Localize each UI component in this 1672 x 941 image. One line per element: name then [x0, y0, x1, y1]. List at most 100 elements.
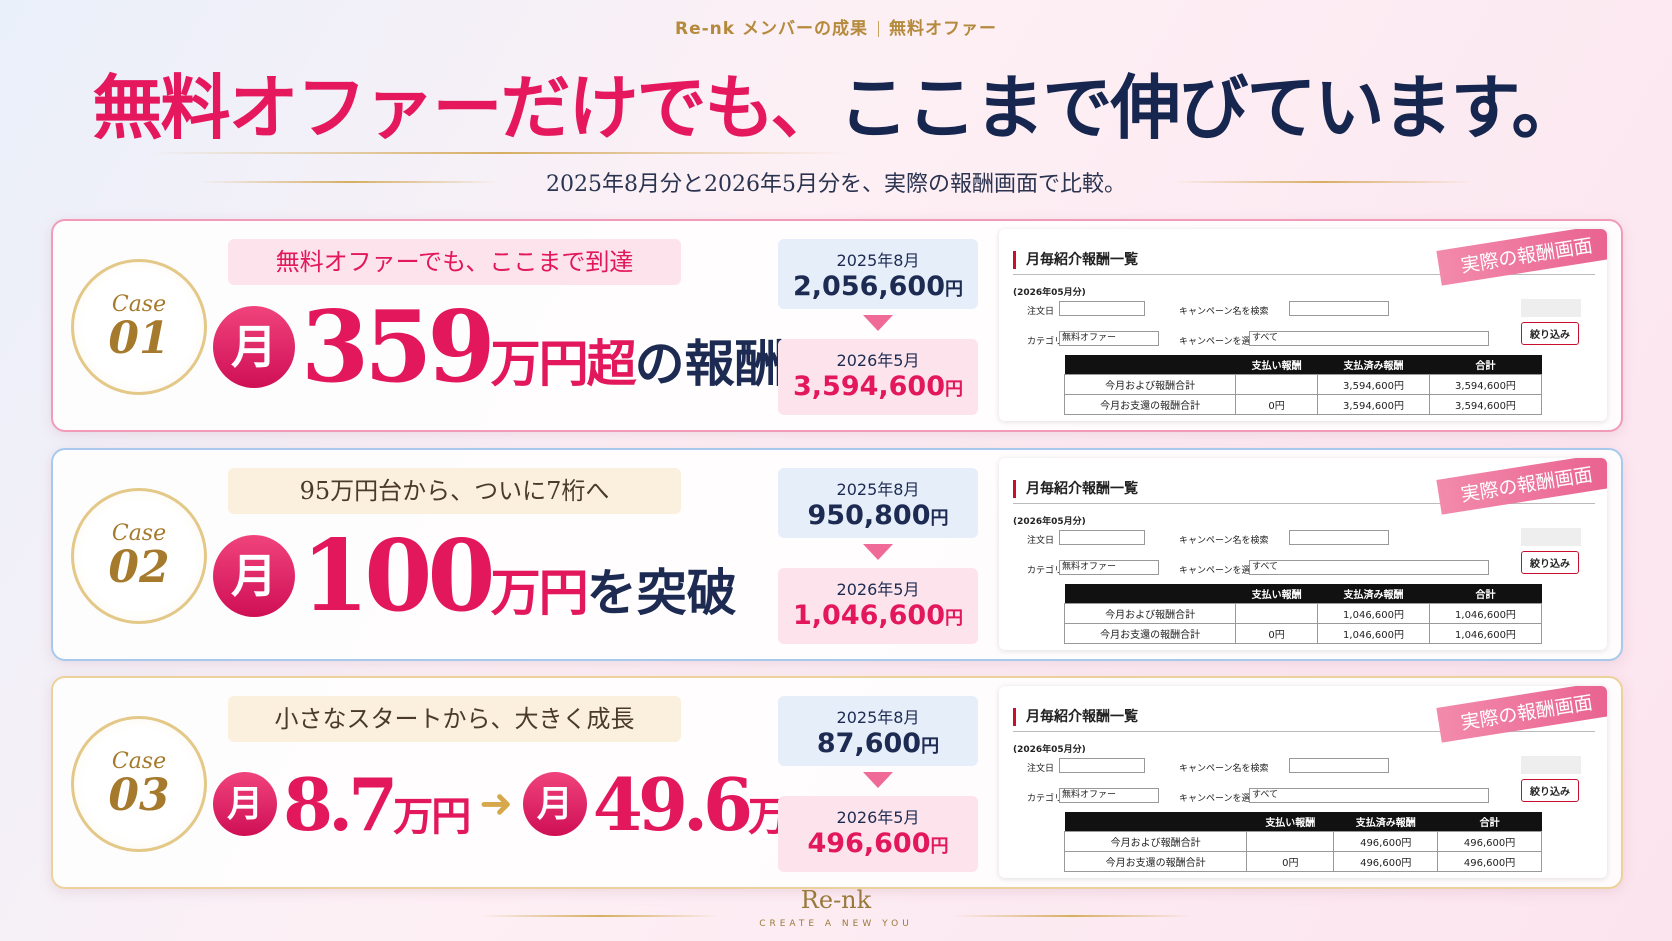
amount-value: 1,046,600 — [792, 600, 946, 631]
headline-circle: 月 — [213, 772, 277, 836]
title-navy: ここまで伸びています。 — [838, 66, 1581, 149]
table-row: 今月お支還の報酬合計 0円 3,594,600円 3,594,600円 — [1063, 394, 1543, 415]
divider — [1172, 181, 1472, 183]
field-label: キャンペーンを選択 — [1179, 566, 1260, 576]
divider — [952, 915, 1192, 917]
header-row: 支払い報酬 支払済み報酬 合計 — [1064, 355, 1542, 375]
case-subtitle: 95万円台から、ついに7桁へ — [228, 468, 681, 514]
amount-label: 2025年8月 — [836, 708, 920, 727]
header-cell: 支払済み報酬 — [1333, 812, 1438, 832]
reward-table: 支払い報酬 支払済み報酬 合計 今月および報酬合計 1,046,600円 1,046,60… — [1063, 584, 1543, 644]
field-label: キャンペーン名を検索 — [1179, 764, 1269, 774]
case-label: Case — [111, 292, 167, 317]
field-label: カテゴリ — [1027, 337, 1064, 347]
table-cell: 496,600円 — [1437, 851, 1542, 872]
date-input — [1059, 301, 1145, 316]
amount-after: 2026年5月 1,046,600円 — [778, 568, 978, 644]
table-row: 今月お支還の報酬合計 0円 496,600円 496,600円 — [1063, 851, 1542, 872]
table-row: 今月お支還の報酬合計 0円 1,046,600円 1,046,600円 — [1063, 623, 1543, 644]
reward-panel: 月毎紹介報酬一覧 実際の報酬画面 (2026年05月分) 注文日 キャンペーン名を検索カ… — [999, 229, 1607, 421]
headline-circle: 月 — [522, 772, 587, 836]
table-cell: 496,600円 — [1333, 831, 1439, 852]
field-label: キャンペーン名を検索 — [1179, 536, 1269, 546]
campaign-select: すべて — [1249, 331, 1489, 346]
amount-value: 3,594,600 — [792, 371, 946, 402]
field-label: 注文日 — [1027, 764, 1055, 774]
headline-tail: の報酬 — [634, 333, 785, 393]
header-cell: 支払い報酬 — [1246, 812, 1334, 832]
campaign-select: すべて — [1249, 560, 1489, 575]
amount-unit: 円 — [930, 508, 949, 529]
amount-value: 87,600 — [816, 728, 922, 759]
gray-box — [1521, 299, 1581, 317]
field-label: カテゴリ — [1027, 794, 1064, 804]
field-label: キャンペーン名を検索 — [1179, 307, 1269, 317]
header-cell: 支払済み報酬 — [1317, 355, 1430, 375]
amount-label: 2025年8月 — [836, 251, 920, 270]
case-label: Case — [111, 749, 167, 774]
table-row: 今月および報酬合計 496,600円 496,600円 — [1063, 831, 1542, 852]
reward-table: 支払い報酬 支払済み報酬 合計 今月および報酬合計 496,600円 496,600円 今月… — [1063, 812, 1542, 872]
table-cell: 今月お支還の報酬合計 — [1063, 623, 1237, 644]
field-label: 注文日 — [1027, 536, 1055, 546]
table-cell: 今月お支還の報酬合計 — [1063, 394, 1237, 415]
amount-label: 2026年5月 — [836, 580, 920, 599]
headline: 月8.7万円➜月49.6万円へ — [213, 744, 864, 864]
amount-after: 2026年5月 3,594,600円 — [778, 339, 978, 415]
search-input — [1289, 530, 1389, 545]
amount-unit: 円 — [930, 836, 949, 857]
filter-button[interactable]: 絞り込み — [1521, 779, 1579, 802]
headline-big: 100 — [301, 518, 496, 634]
filter-button[interactable]: 絞り込み — [1521, 551, 1579, 574]
case-badge: Case 02 — [71, 488, 207, 624]
case-subtitle: 無料オファーでも、ここまで到達 — [228, 239, 681, 285]
panel-title: 月毎紹介報酬一覧 — [1013, 480, 1138, 498]
down-arrow — [863, 544, 893, 560]
headline-group: 月 359 万円超 の報酬 — [213, 290, 785, 405]
table-row: 今月および報酬合計 3,594,600円 3,594,600円 — [1063, 374, 1543, 395]
header-cell: 支払い報酬 — [1235, 584, 1318, 604]
table-cell: 今月お支還の報酬合計 — [1063, 851, 1248, 872]
case-card: Case03小さなスタートから、大きく成長月8.7万円➜月49.6万円へ2025… — [51, 676, 1623, 889]
gray-box — [1521, 756, 1581, 774]
headline: 月 100 万円 を突破 — [213, 516, 737, 636]
header-cell: 合計 — [1437, 812, 1542, 832]
amount-value: 2,056,600 — [792, 271, 946, 302]
amount-label: 2025年8月 — [836, 480, 920, 499]
arrow-icon: ➜ — [479, 781, 513, 827]
headline-circle: 月 — [213, 535, 295, 617]
amount-label: 2026年5月 — [836, 808, 920, 827]
reward-panel: 月毎紹介報酬一覧 実際の報酬画面 (2026年05月分) 注文日 キャンペーン名を検索カ… — [999, 686, 1607, 878]
header-cell — [1064, 584, 1236, 604]
eyebrow-tag: 無料オファー — [889, 19, 997, 39]
filter-button[interactable]: 絞り込み — [1521, 322, 1579, 345]
panel-rule — [1013, 731, 1595, 732]
amount-before: 2025年8月 950,800円 — [778, 468, 978, 538]
amount-value: 950,800 — [807, 500, 931, 531]
field-label: カテゴリ — [1027, 566, 1064, 576]
table-cell: 今月および報酬合計 — [1063, 831, 1248, 852]
panel-title: 月毎紹介報酬一覧 — [1013, 708, 1138, 726]
reward-table: 支払い報酬 支払済み報酬 合計 今月および報酬合計 3,594,600円 3,594,60… — [1063, 355, 1543, 415]
panel-badge: 実際の報酬画面 — [1436, 686, 1607, 743]
date-input — [1059, 758, 1145, 773]
table-cell: 496,600円 — [1333, 851, 1439, 872]
case-card: Case 02 95万円台から、ついに7桁へ月 100 万円 を突破 2025年8月 950,… — [51, 448, 1623, 661]
amount-before: 2025年8月 87,600円 — [778, 696, 978, 766]
case-number: 02 — [108, 542, 170, 593]
table-cell — [1235, 603, 1319, 624]
panel-period: (2026年05月分) — [1013, 517, 1086, 527]
case-subtitle: 小さなスタートから、大きく成長 — [228, 696, 681, 742]
amount-unit: 円 — [921, 736, 940, 757]
header-cell: 合計 — [1429, 584, 1542, 604]
case-number: 03 — [108, 770, 170, 821]
case-card: Case 01 無料オファーでも、ここまで到達月 359 万円超 の報酬 2025年8月 2,… — [51, 219, 1623, 432]
table-row: 今月および報酬合計 1,046,600円 1,046,600円 — [1063, 603, 1543, 624]
table-cell: 0円 — [1246, 851, 1335, 872]
headline: 月 359 万円超 の報酬 — [213, 287, 785, 407]
panel-period: (2026年05月分) — [1013, 745, 1086, 755]
field-label: キャンペーンを選択 — [1179, 337, 1260, 347]
table-cell — [1246, 831, 1335, 852]
field-label: キャンペーンを選択 — [1179, 794, 1260, 804]
case-badge: Case 01 — [71, 259, 207, 395]
